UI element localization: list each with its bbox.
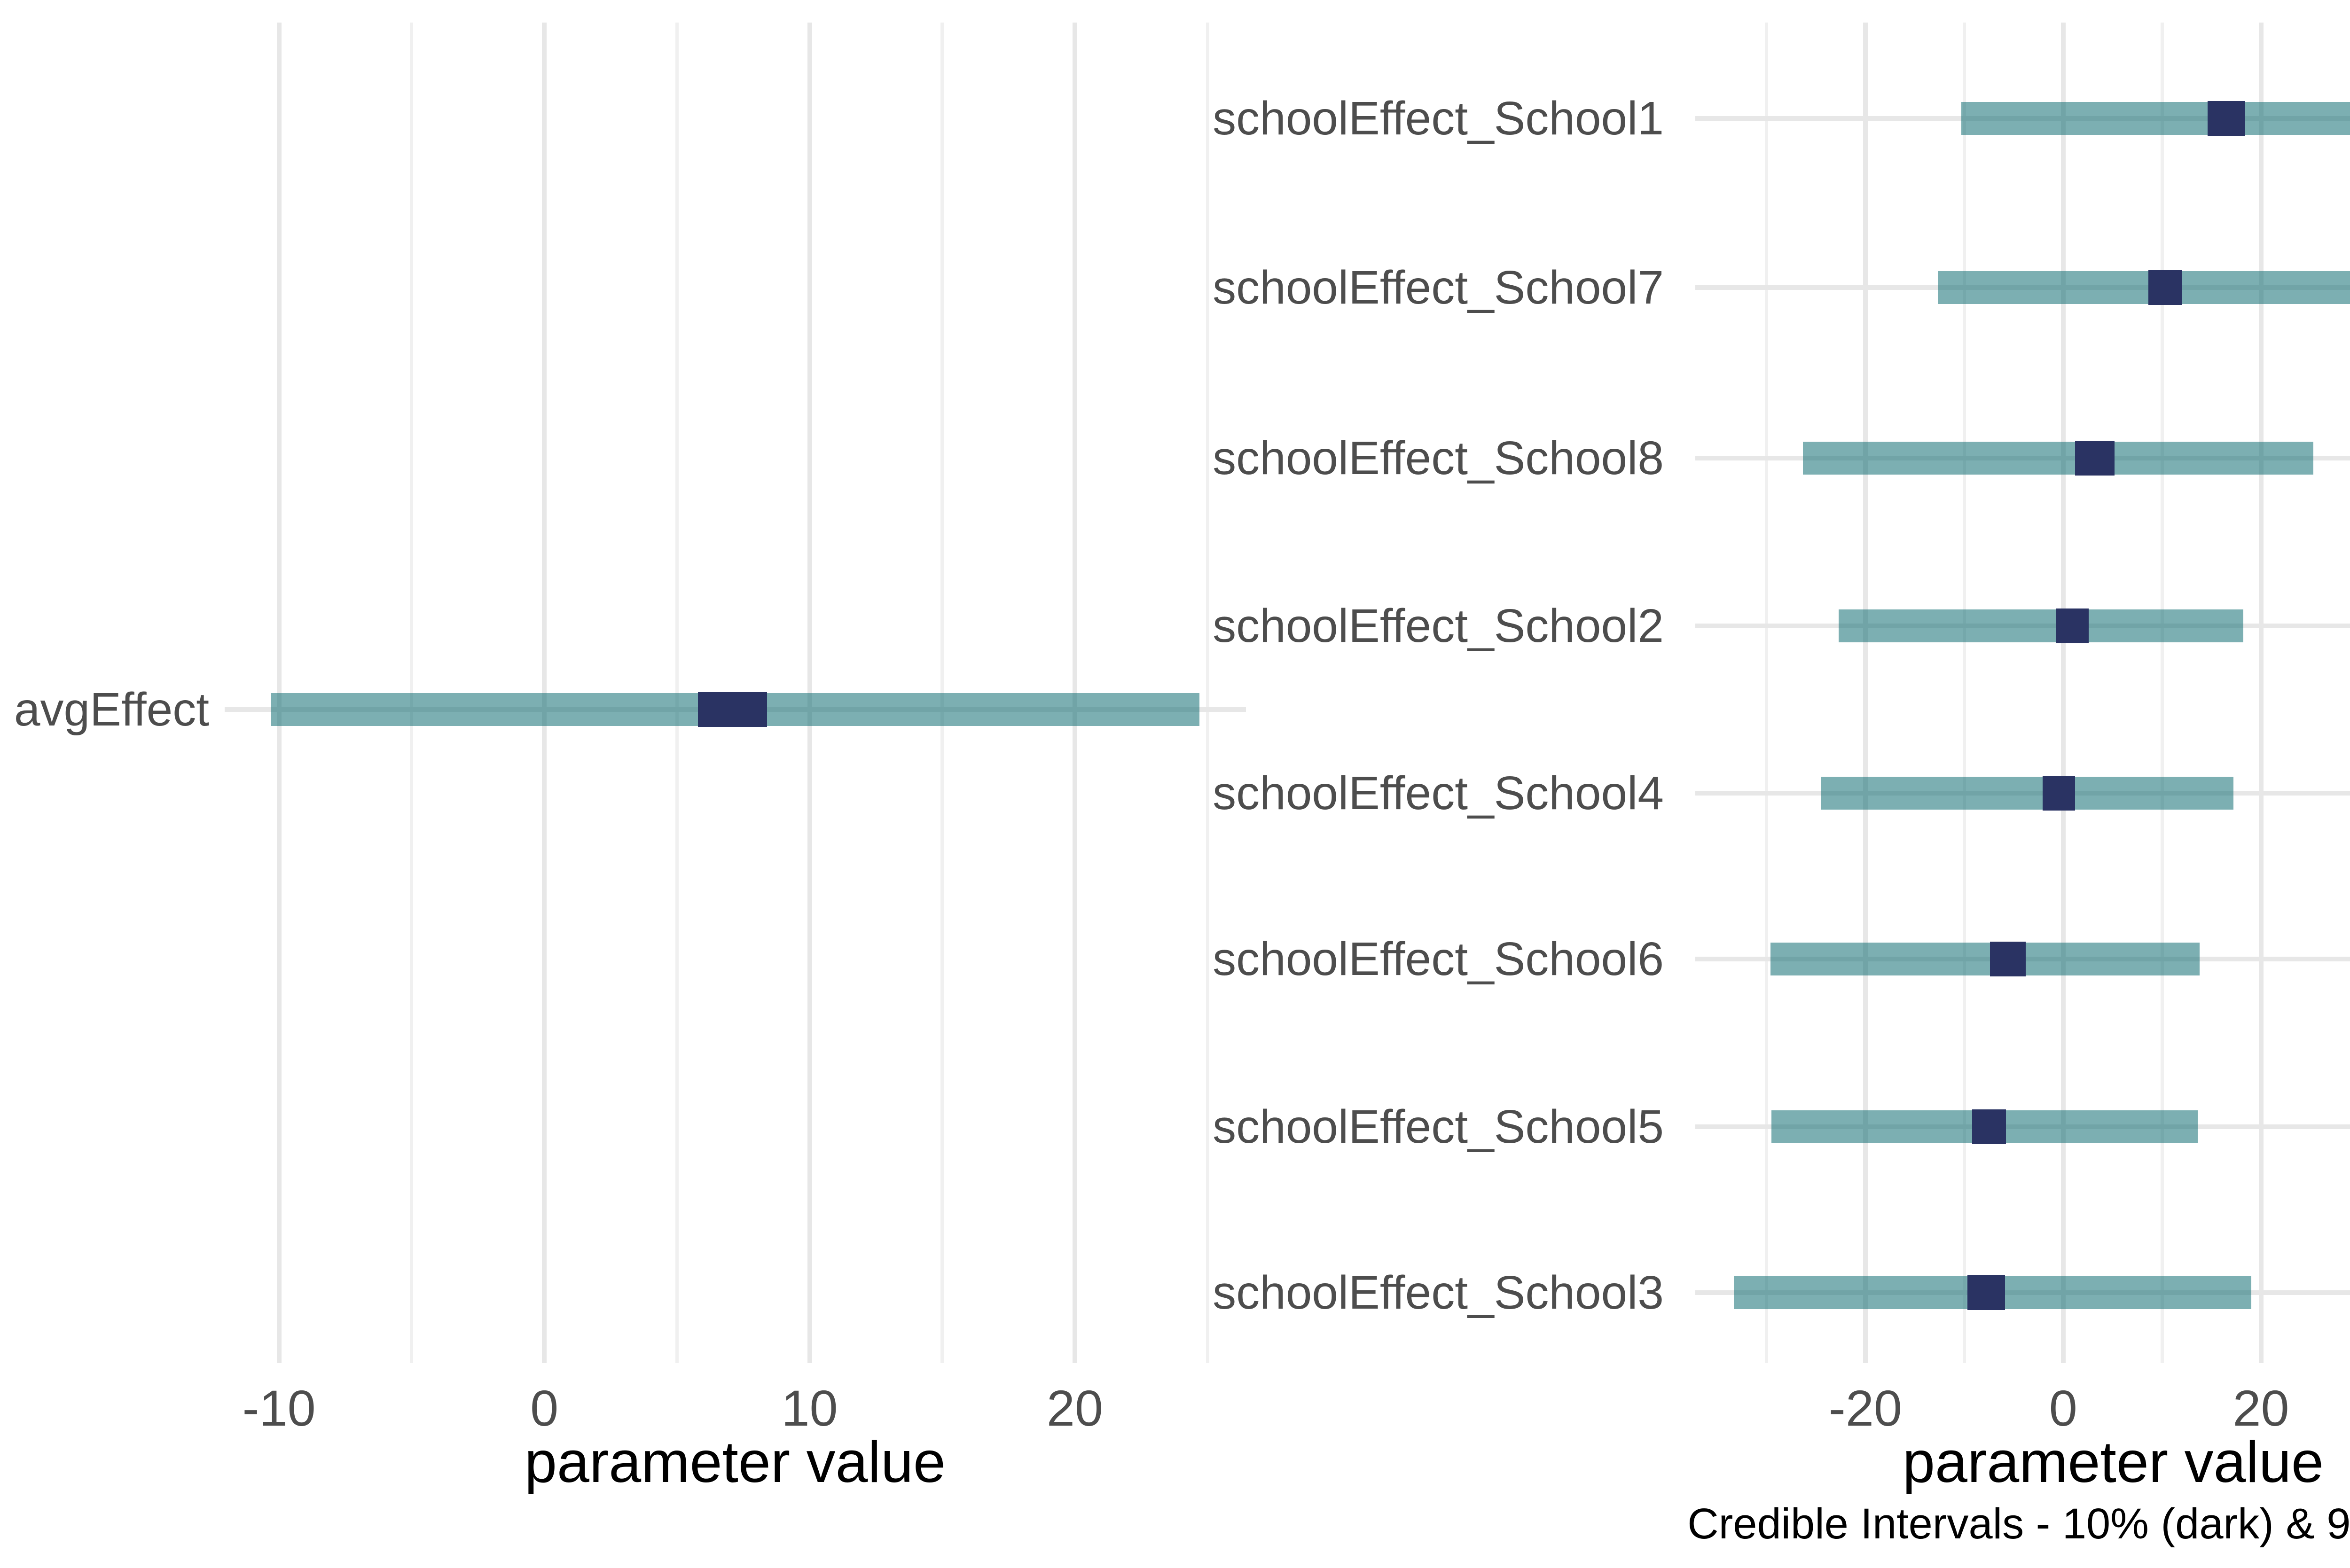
interval-10-bar xyxy=(2075,440,2115,476)
minor-gridline xyxy=(410,23,414,1363)
x-tick-label: 20 xyxy=(2232,1380,2289,1436)
major-gridline xyxy=(2060,23,2066,1363)
x-tick-label: 20 xyxy=(1046,1380,1104,1436)
y-category-label: schoolEffect_School7 xyxy=(1213,261,1664,314)
minor-gridline xyxy=(1764,23,1768,1363)
minor-gridline xyxy=(2160,23,2164,1363)
interval-10-bar xyxy=(698,692,768,727)
major-gridline xyxy=(542,23,547,1363)
major-gridline xyxy=(1072,23,1077,1363)
interval-90-bar xyxy=(1961,101,2350,135)
interval-90-bar xyxy=(1770,943,2200,976)
interval-10-bar xyxy=(2207,101,2245,136)
left-x-axis-title: parameter value xyxy=(524,1430,946,1495)
major-gridline xyxy=(2258,23,2264,1363)
interval-90-bar xyxy=(1937,271,2350,304)
minor-gridline xyxy=(1206,23,1209,1363)
x-tick-label: 0 xyxy=(530,1380,559,1436)
interval-90-bar xyxy=(1821,776,2233,810)
x-tick-label: 10 xyxy=(781,1380,838,1436)
major-gridline xyxy=(1863,23,1868,1363)
y-category-label: schoolEffect_School4 xyxy=(1213,766,1664,819)
right-x-axis-title: parameter value xyxy=(1902,1430,2324,1495)
y-category-label: schoolEffect_School3 xyxy=(1213,1266,1664,1319)
y-category-label: schoolEffect_School2 xyxy=(1213,599,1664,652)
interval-10-bar xyxy=(1972,1109,2006,1145)
interval-10-bar xyxy=(2056,608,2089,643)
x-tick-label: 0 xyxy=(2049,1380,2077,1436)
y-category-label: schoolEffect_School8 xyxy=(1213,431,1664,484)
interval-10-bar xyxy=(2042,775,2075,811)
minor-gridline xyxy=(940,23,944,1363)
interval-10-bar xyxy=(2148,270,2182,305)
minor-gridline xyxy=(1962,23,1966,1363)
interval-10-bar xyxy=(1967,1275,2005,1310)
caption: Credible Intervals - 10% (dark) & 90% (l… xyxy=(1687,1500,2350,1548)
interval-10-bar xyxy=(1990,942,2026,977)
major-gridline xyxy=(807,23,812,1363)
x-tick-label: -20 xyxy=(1828,1380,1902,1436)
y-category-label: schoolEffect_School6 xyxy=(1213,933,1664,986)
x-tick-label: -10 xyxy=(242,1380,316,1436)
y-category-label: avgEffect xyxy=(14,683,209,736)
major-gridline xyxy=(276,23,282,1363)
minor-gridline xyxy=(675,23,679,1363)
interval-90-bar xyxy=(1803,441,2314,475)
y-category-label: schoolEffect_School5 xyxy=(1213,1100,1664,1154)
y-category-label: schoolEffect_School1 xyxy=(1213,92,1664,145)
interval-90-bar xyxy=(1839,609,2243,642)
